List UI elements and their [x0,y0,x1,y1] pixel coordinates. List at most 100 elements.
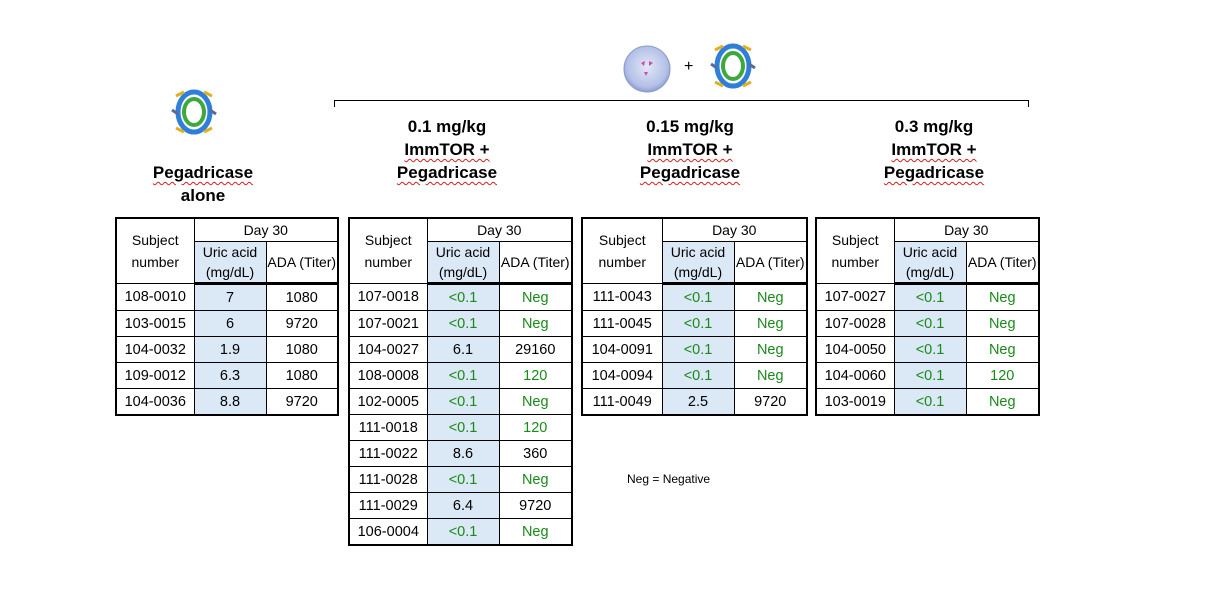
data-table: Subject number Day 30 Uric acid (mg/dL) AD… [115,217,339,416]
ada-titer-cell: Neg [733,362,808,389]
uric-acid-cell: <0.1 [661,336,735,363]
subject-number-cell: 107-0021 [348,310,428,337]
header-group-0-1: 0.1 mg/kg ImmTOR + Pegadricase [396,117,498,182]
subject-number-cell: 111-0018 [348,414,428,441]
table-row: 102-0005 <0.1 Neg [348,388,573,415]
header-pegadricase-alone: Pegadricase alone [152,163,254,205]
uric-acid-header: Uric acid (mg/dL) [661,241,735,285]
subject-number-cell: 102-0005 [348,388,428,415]
ada-titer-cell: Neg [733,283,808,311]
table-row: 111-0045 <0.1 Neg [581,310,808,337]
subject-number-header: Subject number [815,217,895,284]
footnote: Neg = Negative [627,472,711,486]
subject-number-cell: 104-0094 [581,362,663,389]
table-row: 109-0012 6.3 1080 [115,362,339,389]
table-row: 108-0010 7 1080 [115,283,339,311]
ada-titer-cell: Neg [965,283,1040,311]
ada-titer-cell: 9720 [265,310,339,337]
table-row: 111-0022 8.6 360 [348,440,573,467]
uric-acid-header: Uric acid (mg/dL) [426,241,500,285]
table-row: 111-0043 <0.1 Neg [581,283,808,311]
ada-titer-cell: 9720 [265,388,339,416]
uric-acid-cell: <0.1 [893,362,967,389]
uric-acid-header: Uric acid (mg/dL) [193,241,267,285]
subject-number-cell: 111-0028 [348,466,428,493]
uric-acid-cell: <0.1 [426,466,500,493]
uric-acid-cell: <0.1 [661,283,735,311]
ada-titer-cell: 120 [965,362,1040,389]
day-30-header: Day 30 [426,217,573,242]
uric-acid-cell: <0.1 [893,283,967,311]
nanoparticle-icon [622,44,672,94]
subject-number-cell: 109-0012 [115,362,195,389]
uric-acid-cell: <0.1 [426,362,500,389]
subject-number-cell: 107-0028 [815,310,895,337]
data-table: Subject number Day 30 Uric acid (mg/dL) AD… [581,217,808,416]
table-row: 104-0050 <0.1 Neg [815,336,1040,363]
subject-number-cell: 111-0029 [348,492,428,519]
day-30-header: Day 30 [893,217,1040,242]
uric-acid-cell: <0.1 [893,310,967,337]
table-row: 104-0032 1.9 1080 [115,336,339,363]
table-row: 108-0008 <0.1 120 [348,362,573,389]
uric-acid-cell: 8.8 [193,388,267,416]
data-table: Subject number Day 30 Uric acid (mg/dL) AD… [348,217,573,546]
uric-acid-header: Uric acid (mg/dL) [893,241,967,285]
ada-titer-cell: 1080 [265,283,339,311]
table-row: 106-0004 <0.1 Neg [348,518,573,546]
uric-acid-cell: <0.1 [661,362,735,389]
day-30-header: Day 30 [661,217,808,242]
table-row: 107-0028 <0.1 Neg [815,310,1040,337]
subject-number-cell: 104-0050 [815,336,895,363]
ada-titer-cell: 120 [498,362,573,389]
subject-number-cell: 108-0010 [115,283,195,311]
uric-acid-cell: <0.1 [426,283,500,311]
ada-titer-cell: 9720 [498,492,573,519]
table-row: 107-0027 <0.1 Neg [815,283,1040,311]
ada-titer-header: ADA (Titer) [965,241,1040,285]
table-row: 103-0019 <0.1 Neg [815,388,1040,416]
uric-acid-cell: <0.1 [893,336,967,363]
subject-number-header: Subject number [348,217,428,284]
subject-number-cell: 111-0022 [348,440,428,467]
table-row: 104-0091 <0.1 Neg [581,336,808,363]
subject-number-cell: 111-0043 [581,283,663,311]
subject-number-cell: 108-0008 [348,362,428,389]
subject-number-cell: 103-0015 [115,310,195,337]
subject-number-cell: 104-0091 [581,336,663,363]
uric-acid-cell: 6 [193,310,267,337]
ada-titer-header: ADA (Titer) [498,241,573,285]
header-group-0-3: 0.3 mg/kg ImmTOR + Pegadricase [883,117,985,182]
subject-number-cell: 111-0049 [581,388,663,416]
ada-titer-cell: Neg [965,336,1040,363]
ada-titer-cell: Neg [733,336,808,363]
protein-structure-icon [707,38,759,94]
ada-titer-cell: 120 [498,414,573,441]
table-row: 111-0029 6.4 9720 [348,492,573,519]
ada-titer-cell: Neg [498,466,573,493]
ada-titer-cell: Neg [965,310,1040,337]
subject-number-cell: 104-0036 [115,388,195,416]
uric-acid-cell: 6.3 [193,362,267,389]
uric-acid-cell: 6.1 [426,336,500,363]
ada-titer-cell: 29160 [498,336,573,363]
ada-titer-header: ADA (Titer) [733,241,808,285]
table-row: 104-0036 8.8 9720 [115,388,339,416]
ada-titer-cell: Neg [498,283,573,311]
ada-titer-cell: 1080 [265,362,339,389]
table-row: 107-0018 <0.1 Neg [348,283,573,311]
subject-number-cell: 104-0027 [348,336,428,363]
table-row: 104-0060 <0.1 120 [815,362,1040,389]
subject-number-cell: 111-0045 [581,310,663,337]
ada-titer-header: ADA (Titer) [265,241,339,285]
subject-number-cell: 103-0019 [815,388,895,416]
uric-acid-cell: <0.1 [893,388,967,416]
ada-titer-cell: 1080 [265,336,339,363]
subject-number-cell: 104-0032 [115,336,195,363]
uric-acid-cell: 1.9 [193,336,267,363]
subject-number-cell: 107-0018 [348,283,428,311]
subject-number-cell: 106-0004 [348,518,428,546]
uric-acid-cell: <0.1 [661,310,735,337]
group-bracket [334,100,1029,107]
subject-number-cell: 107-0027 [815,283,895,311]
